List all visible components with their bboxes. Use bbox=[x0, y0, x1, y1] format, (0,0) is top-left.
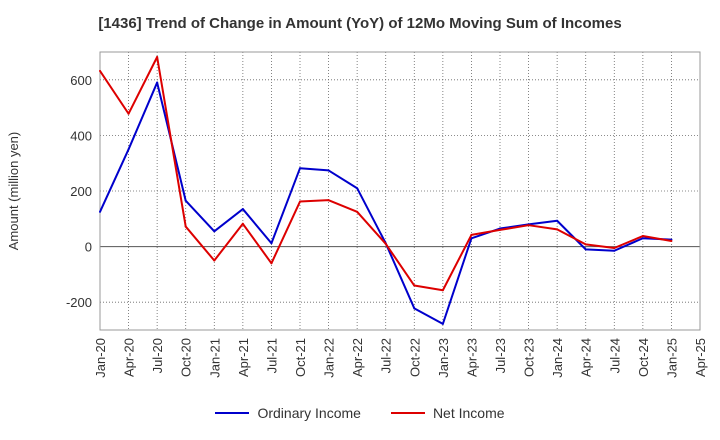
x-tick-label: Jan-23 bbox=[436, 338, 451, 378]
data-point-net-income bbox=[441, 289, 444, 292]
x-tick-label: Jul-22 bbox=[379, 338, 394, 373]
y-tick-label: 600 bbox=[70, 73, 92, 88]
data-point-net-income bbox=[184, 225, 187, 228]
legend-swatch-net-income bbox=[390, 412, 425, 414]
x-tick-label: Jul-24 bbox=[607, 338, 622, 373]
data-point-ordinary-income bbox=[413, 307, 416, 310]
grid bbox=[99, 52, 701, 330]
x-tick-label: Apr-20 bbox=[122, 338, 137, 377]
x-tick-label: Oct-20 bbox=[179, 338, 194, 377]
plot-frame bbox=[99, 51, 701, 331]
legend-label-net-income: Net Income bbox=[432, 405, 505, 421]
x-tick-label: Jul-20 bbox=[150, 338, 165, 373]
x-tick-label: Jan-20 bbox=[93, 338, 108, 378]
data-point-net-income bbox=[670, 240, 673, 243]
data-point-ordinary-income bbox=[441, 322, 444, 325]
data-point-net-income bbox=[327, 199, 330, 202]
data-point-ordinary-income bbox=[241, 208, 244, 211]
x-tick-label: Apr-22 bbox=[350, 338, 365, 377]
data-point-net-income bbox=[241, 222, 244, 225]
x-tick-label: Apr-21 bbox=[236, 338, 251, 377]
x-tick-label: Jan-25 bbox=[664, 338, 679, 378]
data-point-ordinary-income bbox=[270, 242, 273, 245]
tick-labels: -200 0 200 400 600 Jan-20 Apr-20 Jul-20 Oct-20 Ja… bbox=[66, 73, 708, 378]
data-point-net-income bbox=[356, 210, 359, 213]
data-point-net-income bbox=[384, 242, 387, 245]
data-point-ordinary-income bbox=[613, 249, 616, 252]
data-point-ordinary-income bbox=[584, 248, 587, 251]
x-tick-label: Jul-21 bbox=[264, 338, 279, 373]
x-tick-label: Oct-23 bbox=[522, 338, 537, 377]
x-tick-label: Apr-24 bbox=[579, 338, 594, 377]
data-point-net-income bbox=[499, 228, 501, 231]
legend-item-ordinary-income: Ordinary Income bbox=[215, 405, 361, 421]
legend: Ordinary Income Net Income bbox=[0, 405, 720, 421]
data-point-net-income bbox=[613, 246, 616, 249]
legend-label-ordinary-income: Ordinary Income bbox=[257, 405, 361, 421]
data-point-net-income bbox=[270, 262, 273, 265]
data-point-net-income bbox=[584, 243, 587, 246]
data-point-net-income bbox=[213, 259, 216, 262]
data-point-ordinary-income bbox=[156, 81, 159, 84]
data-point-ordinary-income bbox=[556, 219, 559, 222]
chart-title: [1436] Trend of Change in Amount (YoY) o… bbox=[98, 15, 622, 32]
data-point-net-income bbox=[156, 56, 159, 59]
y-tick-label: 0 bbox=[85, 240, 92, 255]
data-point-net-income bbox=[127, 112, 130, 115]
axes bbox=[99, 51, 701, 331]
y-tick-label: 400 bbox=[70, 128, 92, 143]
data-point-ordinary-income bbox=[184, 199, 187, 202]
x-tick-label: Apr-25 bbox=[693, 338, 708, 377]
data-point-ordinary-income bbox=[356, 187, 359, 190]
series bbox=[99, 56, 673, 325]
data-point-ordinary-income bbox=[327, 169, 330, 172]
x-tick-label: Jan-24 bbox=[550, 338, 565, 378]
x-tick-label: Apr-23 bbox=[464, 338, 479, 377]
y-axis-label: Amount (million yen) bbox=[6, 132, 21, 251]
data-point-net-income bbox=[99, 69, 101, 72]
data-point-net-income bbox=[299, 200, 301, 203]
y-tick-label: 200 bbox=[70, 184, 92, 199]
data-point-ordinary-income bbox=[641, 237, 644, 240]
x-tick-label: Oct-21 bbox=[293, 338, 308, 377]
data-point-ordinary-income bbox=[99, 210, 101, 213]
x-tick-label: Oct-22 bbox=[407, 338, 422, 377]
data-point-ordinary-income bbox=[213, 230, 216, 233]
data-point-net-income bbox=[556, 228, 559, 231]
data-point-net-income bbox=[470, 233, 473, 236]
legend-swatch-ordinary-income bbox=[215, 412, 250, 414]
x-tick-label: Jan-22 bbox=[322, 338, 337, 378]
data-point-net-income bbox=[527, 224, 530, 227]
data-point-ordinary-income bbox=[127, 148, 130, 151]
x-tick-label: Oct-24 bbox=[636, 338, 651, 377]
data-point-ordinary-income bbox=[299, 167, 301, 170]
y-tick-label: -200 bbox=[66, 295, 92, 310]
data-point-net-income bbox=[413, 284, 416, 287]
x-tick-label: Jan-21 bbox=[207, 338, 222, 378]
data-point-net-income bbox=[641, 235, 644, 238]
legend-item-net-income: Net Income bbox=[390, 405, 505, 421]
x-tick-label: Jul-23 bbox=[493, 338, 508, 373]
